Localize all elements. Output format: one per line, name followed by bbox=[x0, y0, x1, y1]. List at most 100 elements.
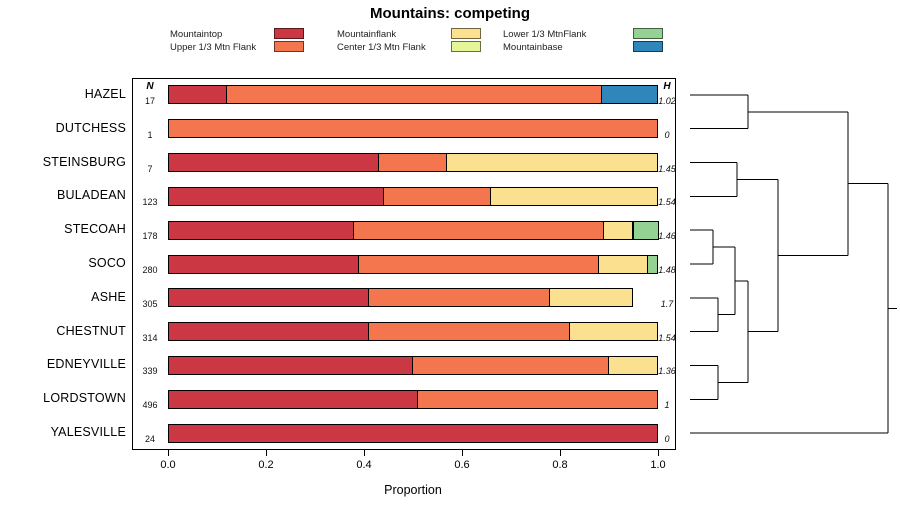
bar-segment bbox=[168, 288, 369, 308]
legend-swatches bbox=[633, 28, 663, 54]
legend-labels: Mountaintop Upper 1/3 Mtn Flank bbox=[170, 28, 274, 54]
legend-label: Lower 1/3 MtnFlank bbox=[503, 29, 587, 40]
bar-segment bbox=[168, 423, 658, 443]
n-value: 123 bbox=[142, 197, 158, 208]
legend-group: Mountainflank Center 1/3 Mtn Flank bbox=[337, 28, 481, 54]
n-value: 280 bbox=[142, 265, 158, 275]
legend-label: Upper 1/3 Mtn Flank bbox=[170, 42, 257, 53]
legend-swatch bbox=[633, 28, 663, 39]
bar-segment bbox=[358, 254, 599, 274]
legend-labels: Mountainflank Center 1/3 Mtn Flank bbox=[337, 28, 451, 54]
bar-segment bbox=[603, 220, 633, 240]
h-value: 0 bbox=[664, 434, 670, 445]
chart-title: Mountains: competing bbox=[370, 5, 530, 22]
x-tick-mark bbox=[364, 450, 365, 456]
bar-segment bbox=[168, 254, 359, 274]
row-label: BULADEAN bbox=[57, 188, 126, 203]
h-column-header: H bbox=[663, 81, 671, 92]
bar-segment bbox=[598, 254, 648, 274]
h-value: 1.54 bbox=[658, 332, 676, 343]
bar-segment bbox=[168, 153, 379, 173]
row-label: CHESTNUT bbox=[56, 323, 126, 338]
bar-segment bbox=[647, 254, 658, 274]
bar-segment bbox=[378, 153, 448, 173]
bar-segment bbox=[601, 85, 658, 105]
legend-swatch bbox=[451, 41, 481, 52]
bar-segment bbox=[633, 220, 659, 240]
h-value: 1.02 bbox=[658, 95, 676, 106]
legend-swatches bbox=[451, 28, 481, 54]
bar-segment bbox=[168, 119, 658, 139]
legend-group: Mountaintop Upper 1/3 Mtn Flank bbox=[170, 28, 304, 54]
n-value: 7 bbox=[147, 163, 153, 174]
bar-segment bbox=[168, 220, 354, 240]
h-value: 1.45 bbox=[658, 163, 676, 174]
x-tick-label: 0.8 bbox=[552, 459, 568, 471]
x-tick-mark bbox=[266, 450, 267, 456]
h-value: 1.36 bbox=[658, 366, 676, 377]
legend-swatch bbox=[451, 28, 481, 39]
row-label: SOCO bbox=[88, 256, 126, 270]
x-tick-mark bbox=[462, 450, 463, 456]
bar-segment bbox=[569, 322, 658, 342]
bar-segment bbox=[168, 322, 369, 342]
legend-swatch bbox=[274, 28, 304, 39]
row-label: STEINSBURG bbox=[42, 154, 126, 169]
h-value: 1.54 bbox=[658, 197, 676, 208]
x-tick-mark bbox=[168, 450, 169, 456]
n-value: 496 bbox=[142, 400, 158, 411]
h-value: 1.46 bbox=[658, 231, 676, 242]
n-value: 24 bbox=[144, 434, 155, 445]
bar-segment bbox=[490, 186, 658, 206]
row-label: DUTCHESS bbox=[55, 120, 126, 135]
h-value: 1 bbox=[664, 400, 670, 411]
bar-segment bbox=[168, 389, 418, 409]
bar-segment bbox=[412, 355, 609, 375]
row-label: ASHE bbox=[91, 289, 126, 304]
x-tick-label: 0.2 bbox=[258, 459, 274, 471]
bar-segment bbox=[226, 85, 602, 105]
legend-label: Mountaintop bbox=[170, 29, 223, 40]
bar-segment bbox=[417, 389, 658, 409]
legend-labels: Lower 1/3 MtnFlank Mountainbase bbox=[503, 28, 633, 54]
n-column-header: N bbox=[146, 81, 154, 92]
h-value: 1.48 bbox=[658, 265, 676, 275]
legend-group: Lower 1/3 MtnFlank Mountainbase bbox=[503, 28, 663, 54]
row-label: LORDSTOWN bbox=[43, 391, 126, 406]
row-label: EDNEYVILLE bbox=[46, 357, 126, 372]
n-value: 314 bbox=[142, 332, 158, 343]
x-tick-label: 1.0 bbox=[650, 459, 666, 471]
bar-segment bbox=[168, 85, 227, 105]
row-label: HAZEL bbox=[84, 86, 126, 101]
bar-segment bbox=[168, 355, 413, 375]
x-tick-label: 0.6 bbox=[454, 459, 470, 471]
h-value: 0 bbox=[664, 129, 670, 140]
h-value: 1.7 bbox=[660, 298, 674, 309]
legend-swatches bbox=[274, 28, 304, 54]
bar-segment bbox=[368, 288, 550, 308]
row-label: YALESVILLE bbox=[50, 425, 126, 440]
bar-segment bbox=[446, 153, 658, 173]
x-tick-label: 0.0 bbox=[160, 459, 176, 471]
n-value: 305 bbox=[142, 298, 158, 309]
bar-segment bbox=[383, 186, 492, 206]
n-value: 17 bbox=[144, 95, 155, 106]
bar-segment bbox=[353, 220, 604, 240]
x-tick-mark bbox=[658, 450, 659, 456]
x-tick-mark bbox=[560, 450, 561, 456]
bar-segment bbox=[368, 322, 570, 342]
n-value: 178 bbox=[142, 231, 158, 242]
legend-label: Center 1/3 Mtn Flank bbox=[337, 42, 426, 53]
legend-swatch bbox=[274, 41, 304, 52]
x-axis-label: Proportion bbox=[384, 483, 442, 497]
bar-segment bbox=[549, 288, 633, 308]
legend-label: Mountainflank bbox=[337, 29, 397, 40]
row-label: STECOAH bbox=[64, 222, 126, 237]
n-value: 339 bbox=[142, 366, 158, 377]
n-value: 1 bbox=[147, 129, 153, 140]
x-tick-label: 0.4 bbox=[356, 459, 372, 471]
legend-swatch bbox=[633, 41, 663, 52]
bar-segment bbox=[608, 355, 658, 375]
bar-segment bbox=[168, 186, 384, 206]
